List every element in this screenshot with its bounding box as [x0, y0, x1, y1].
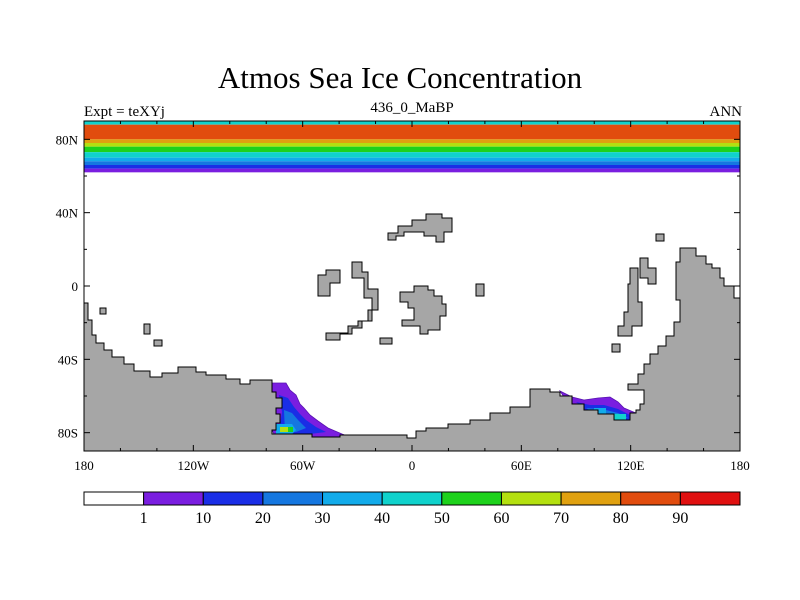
y-tick-label: 40S [58, 352, 78, 367]
colorbar-swatch [500, 491, 562, 506]
colorbar-level-label: 70 [553, 510, 569, 527]
x-tick-label: 120W [177, 458, 210, 473]
north-ice-band [84, 157, 740, 162]
central-island-4 [379, 337, 393, 345]
central-island-1 [317, 269, 341, 297]
colorbar-level-label: 20 [255, 510, 271, 527]
north-ice-band [84, 146, 740, 153]
colorbar-level-label: 60 [493, 510, 509, 527]
colorbar-swatch [560, 491, 622, 506]
colorbar-swatch [679, 491, 741, 506]
colorbar-swatch [262, 491, 324, 506]
land-masses [84, 213, 740, 451]
colorbar-swatch [620, 491, 681, 506]
east-ice-band-5 [614, 414, 626, 420]
axis-ticks: 180 120W 60W 0 60E 120E 180 80N 40N 0 40S 80S [56, 121, 750, 473]
x-tick-label: 60E [511, 458, 532, 473]
colorbar-level-label: 80 [613, 510, 629, 527]
chart-title: Atmos Sea Ice Concentration [217, 60, 583, 95]
east-ice-band-4 [594, 408, 606, 414]
east-island-4 [617, 267, 643, 337]
east-island-2 [655, 233, 665, 242]
x-tick-label: 120E [617, 458, 645, 473]
x-tick-label: 180 [74, 458, 94, 473]
colorbar-swatch [441, 491, 502, 506]
y-tick-label: 40N [56, 206, 79, 221]
north-ice-band [84, 124, 740, 140]
weddell-ice-core-1 [280, 427, 288, 432]
weddell-ice-core-2 [288, 427, 293, 432]
north-ice-band [84, 139, 740, 143]
east-island-3 [639, 257, 657, 285]
north-ice-band [84, 168, 740, 173]
north-ice-band [84, 152, 740, 158]
east-island-1 [475, 283, 485, 297]
experiment-label: Expt = teXYj [84, 104, 165, 120]
y-tick-label: 80S [58, 426, 78, 441]
north-ice-field [84, 121, 740, 173]
colorbar-level-label: 90 [672, 510, 688, 527]
colorbar-level-label: 1 [140, 510, 148, 527]
north-ice-band [84, 143, 740, 147]
season-label: ANN [709, 104, 743, 120]
x-tick-label: 0 [409, 458, 416, 473]
west-island-3 [153, 339, 163, 347]
colorbar-swatch [381, 491, 443, 506]
west-island-1 [99, 307, 107, 315]
colorbar-swatch [322, 491, 383, 506]
y-tick-label: 0 [72, 279, 79, 294]
north-ice-band [84, 165, 740, 169]
north-continent-island [387, 213, 453, 243]
west-island-2 [143, 323, 151, 335]
central-island-2 [325, 261, 379, 341]
x-tick-label: 180 [730, 458, 750, 473]
colorbar-level-label: 50 [434, 510, 450, 527]
east-island-5 [611, 343, 621, 353]
colorbar-swatch [202, 491, 264, 506]
colorbar-swatch [83, 491, 145, 506]
period-label: 436_0_MaBP [370, 100, 454, 116]
y-tick-label: 80N [56, 132, 79, 147]
colorbar-swatch [143, 491, 204, 506]
colorbar-level-label: 40 [374, 510, 390, 527]
north-ice-band [84, 161, 740, 165]
antarctica-landmass [84, 247, 740, 451]
colorbar-level-label: 30 [315, 510, 331, 527]
x-tick-label: 60W [290, 458, 316, 473]
south-ice-field [217, 378, 637, 438]
colorbar-level-label: 10 [195, 510, 211, 527]
central-island-3 [399, 285, 447, 335]
